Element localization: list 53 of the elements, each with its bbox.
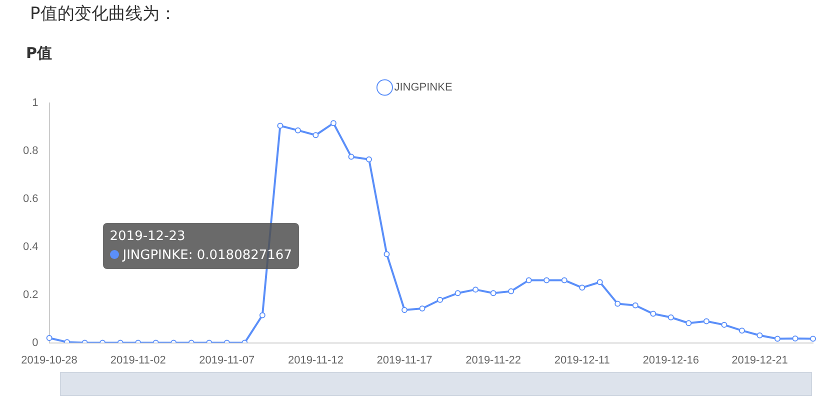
- point: [614, 300, 621, 307]
- chart-title: P值: [26, 44, 52, 63]
- x-tick-label: 2019-12-21: [732, 354, 788, 366]
- point: [632, 302, 638, 308]
- point: [756, 332, 763, 338]
- y-tick-label: 0.2: [22, 288, 38, 301]
- x-tick-label: 2019-11-12: [288, 354, 344, 366]
- point: [650, 310, 656, 317]
- point: [686, 320, 692, 326]
- point: [792, 335, 798, 342]
- point: [810, 336, 816, 342]
- annotation: JINGPINKE: 0.0180827167: [122, 248, 292, 263]
- point: [472, 286, 479, 293]
- point: [419, 306, 426, 312]
- y-tick-label: 0.4: [22, 240, 38, 253]
- point: [454, 290, 461, 296]
- point: [312, 132, 319, 138]
- point: [668, 314, 674, 320]
- point: [774, 336, 780, 342]
- point: [703, 318, 710, 324]
- point: [46, 335, 52, 342]
- x-tick-label: 2019-10-28: [21, 354, 78, 366]
- point: [366, 156, 372, 162]
- point: [384, 251, 390, 258]
- point: [437, 296, 444, 303]
- y-tick-label: 0: [32, 336, 38, 349]
- point: [508, 288, 514, 294]
- point: [402, 306, 408, 313]
- point: [259, 312, 266, 318]
- legend-label: JINGPINKE: [394, 82, 452, 94]
- point: [721, 322, 728, 328]
- point: [490, 290, 496, 296]
- point: [526, 277, 532, 284]
- point: [294, 127, 301, 134]
- x-tick-label: 2019-11-02: [110, 354, 166, 366]
- x-tick-label: 2019-11-22: [466, 354, 522, 366]
- y-tick-label: 0.6: [22, 192, 38, 205]
- y-tick-label: 1: [32, 97, 38, 110]
- x-tick-label: 2019-11-17: [376, 354, 432, 366]
- text: P值的变化曲线为：: [30, 3, 176, 25]
- point: [348, 154, 354, 160]
- x-tick-label: 2019-11-07: [199, 354, 255, 366]
- x-tick-label: 2019-12-16: [642, 354, 700, 366]
- point: [277, 122, 284, 129]
- point: [596, 279, 603, 286]
- point: [738, 328, 745, 334]
- x-tick-label: 2019-12-11: [554, 354, 610, 366]
- annotation: 2019-12-23: [110, 228, 186, 246]
- point: [544, 277, 550, 284]
- point: [579, 284, 586, 291]
- point: [561, 277, 568, 284]
- point: [330, 120, 336, 126]
- y-tick-label: 0.8: [22, 144, 38, 157]
